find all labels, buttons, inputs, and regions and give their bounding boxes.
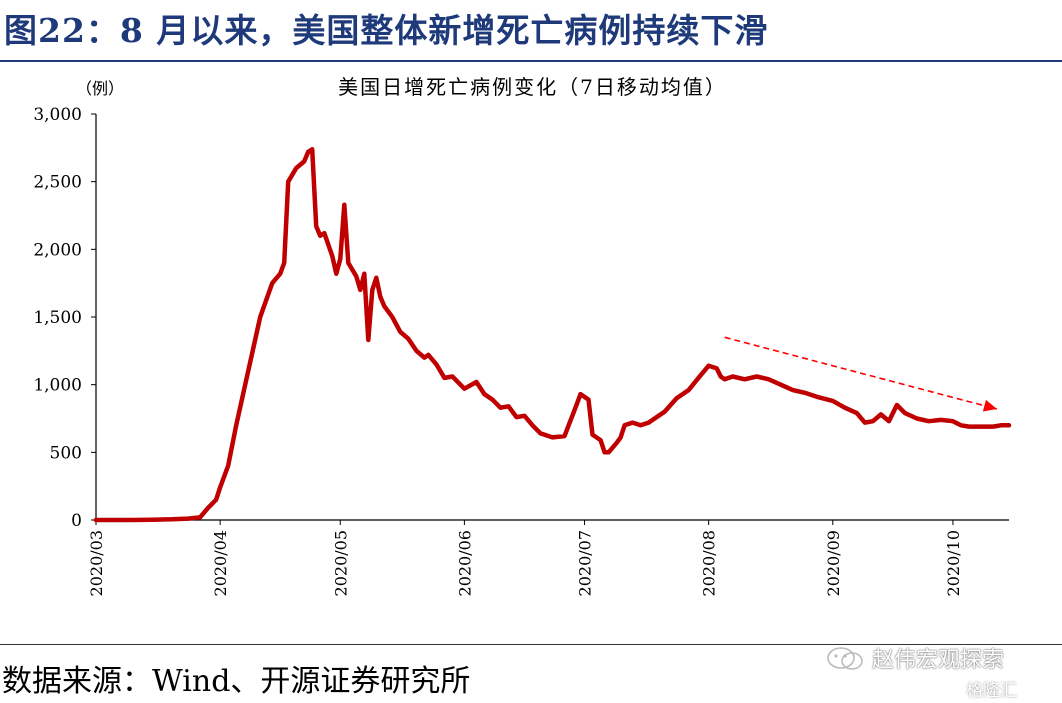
watermark-account: 赵伟宏观探索 xyxy=(872,648,1005,673)
y-tick-label: 2,500 xyxy=(33,173,82,193)
chart-title: 美国日增死亡病例变化（7日移动均值） xyxy=(338,75,727,99)
x-tick-label: 2020/06 xyxy=(455,530,474,596)
x-tick-label: 2020/07 xyxy=(576,530,595,596)
x-tick-label: 2020/03 xyxy=(87,530,106,596)
y-tick-label: 3,000 xyxy=(33,105,82,125)
x-tick-label: 2020/08 xyxy=(700,530,719,596)
x-tick-label: 2020/05 xyxy=(331,530,350,596)
y-tick-label: 2,000 xyxy=(33,240,82,260)
figure-title: 图22：8 月以来，美国整体新增死亡病例持续下滑 xyxy=(4,11,769,50)
y-tick-label: 0 xyxy=(71,511,82,531)
y-tick-label: 1,500 xyxy=(33,308,82,328)
y-tick-label: 1,000 xyxy=(33,376,82,396)
chart: 美国日增死亡病例变化（7日移动均值） （例） 0 500 1,000 1,500 2,000… xyxy=(33,75,1012,596)
x-tick-label: 2020/09 xyxy=(824,530,843,596)
trend-arrow-head xyxy=(982,399,997,412)
series-line-daily-deaths xyxy=(93,146,1012,523)
watermark: 赵伟宏观探索 格隆汇 xyxy=(818,642,1062,703)
watermark-brand: 格隆汇 xyxy=(966,681,1017,701)
x-tick-label: 2020/04 xyxy=(211,530,230,596)
trend-arrow-line xyxy=(724,336,998,410)
wechat-icon xyxy=(827,647,863,670)
footer-rule xyxy=(0,644,1062,645)
y-tick-label: 500 xyxy=(50,443,82,463)
y-unit-label: （例） xyxy=(76,79,124,98)
source-note: 数据来源：Wind、开源证券研究所 xyxy=(2,664,471,699)
title-rule xyxy=(0,60,1062,62)
x-tick-label: 2020/10 xyxy=(944,530,963,596)
